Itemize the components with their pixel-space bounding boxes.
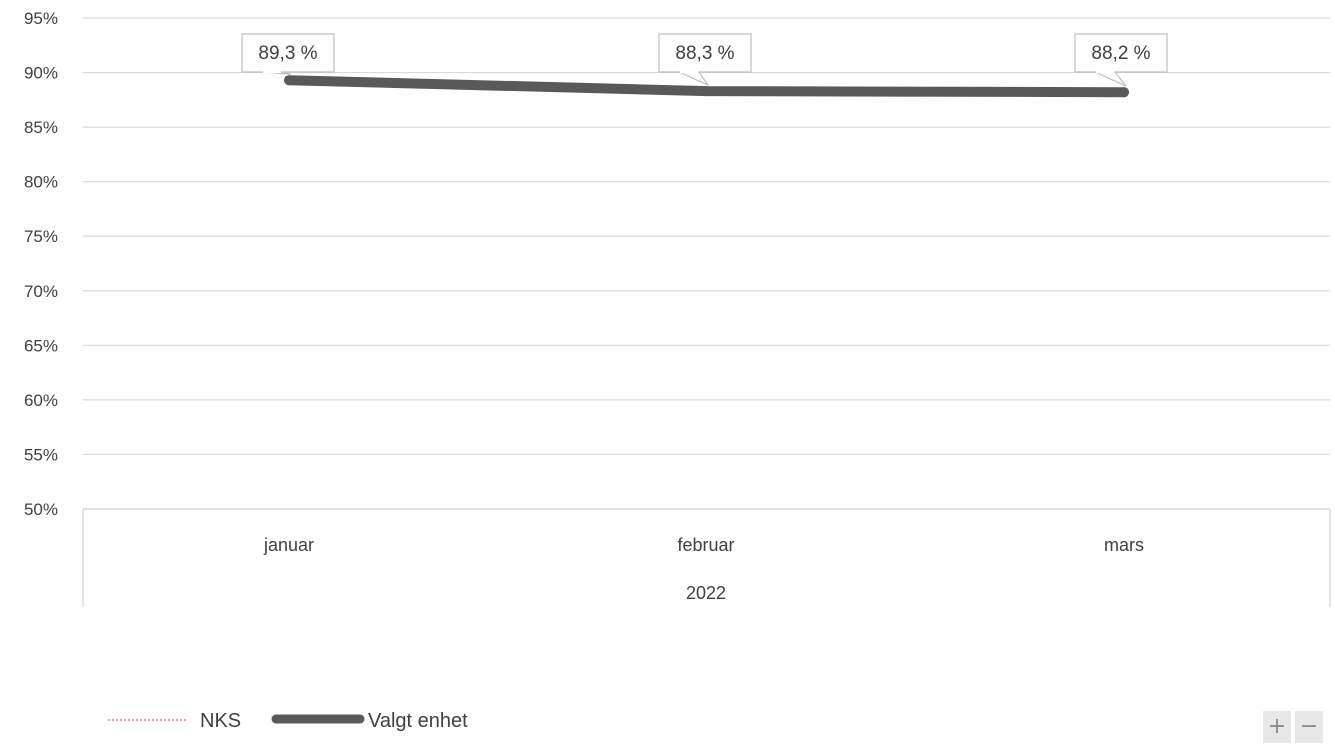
data-label: 88,3 %	[675, 43, 734, 64]
data-label-callout: 89,3 %	[241, 33, 335, 75]
x-group-label: 2022	[686, 583, 726, 603]
legend-label-nks: NKS	[200, 710, 241, 732]
callout-box	[241, 33, 335, 73]
series-lines	[284, 75, 1129, 98]
data-label-callout: 88,3 %	[658, 33, 752, 87]
callout-pointer	[1094, 71, 1127, 87]
data-label: 89,3 %	[258, 43, 317, 64]
callout-box	[658, 33, 752, 73]
y-tick-label: 95%	[24, 9, 58, 28]
data-label: 88,2 %	[1091, 43, 1150, 64]
y-tick-label: 50%	[24, 500, 58, 519]
data-label-callout: 88,2 %	[1074, 33, 1168, 87]
x-tick-label: februar	[677, 535, 734, 555]
legend-item-valgt-enhet: Valgt enhet	[271, 710, 468, 732]
y-tick-label: 75%	[24, 227, 58, 246]
y-tick-label: 80%	[24, 173, 58, 192]
y-tick-label: 65%	[24, 336, 58, 355]
y-tick-label: 70%	[24, 282, 58, 301]
y-axis-tick-labels: 95% 90% 85% 80% 75% 70% 65% 60% 55% 50%	[24, 9, 58, 519]
callout-box	[1074, 33, 1168, 73]
x-tick-label: mars	[1104, 535, 1144, 555]
legend-item-nks: NKS	[108, 710, 241, 732]
y-tick-label: 55%	[24, 445, 58, 464]
callout-pointer	[678, 71, 710, 87]
data-point	[284, 75, 294, 86]
y-tick-label: 85%	[24, 118, 58, 137]
zoom-out-button[interactable]: −	[1295, 711, 1323, 743]
data-labels: 89,3 % 88,3 % 88,2 %	[241, 33, 1168, 87]
zoom-in-button[interactable]: +	[1263, 711, 1291, 743]
y-tick-label: 90%	[24, 64, 58, 83]
x-tick-label: januar	[263, 535, 314, 555]
legend: NKS Valgt enhet	[108, 710, 468, 732]
y-tick-label: 60%	[24, 391, 58, 410]
zoom-controls: + −	[1263, 711, 1323, 743]
legend-label-valgt-enhet: Valgt enhet	[368, 710, 468, 732]
data-point	[1119, 87, 1129, 98]
data-point	[701, 86, 711, 97]
category-axis: januar februar mars 2022	[82, 508, 1331, 607]
